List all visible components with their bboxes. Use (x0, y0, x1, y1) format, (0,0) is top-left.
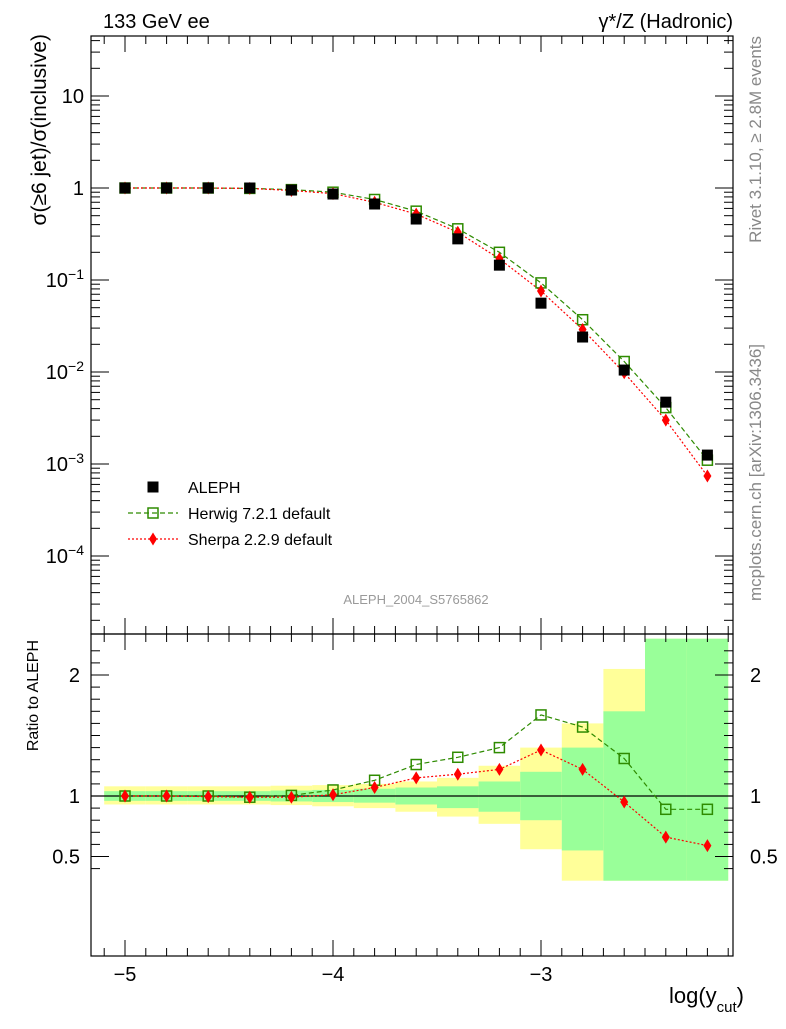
main-series-point (327, 188, 339, 200)
ratio-y-tick-label-right: 1 (750, 786, 761, 808)
ratio-y-tick-label: 0.5 (52, 847, 80, 869)
uncertainty-bands (91, 638, 733, 881)
rivet-label: Rivet 3.1.10, ≥ 2.8M events (746, 36, 765, 243)
main-series-point (410, 213, 422, 225)
ratio-series-point (329, 788, 337, 802)
main-series-point (660, 396, 672, 408)
legend-label: Sherpa 2.2.9 default (188, 532, 333, 549)
mcplots-label: mcplots.cern.ch [arXiv:1306.3436] (746, 344, 765, 601)
main-series-line (125, 187, 708, 461)
ratio-series-point (287, 790, 296, 804)
main-series-point (285, 184, 297, 196)
legend: ALEPH Herwig 7.2.1 default Sherpa 2.2.9 de… (128, 480, 333, 549)
y-tick-label: 10−4 (46, 542, 84, 568)
ratio-series-point (618, 752, 630, 765)
ratio-y-tick-label-right: 0.5 (750, 847, 778, 869)
main-series-line (125, 187, 708, 477)
header-left: 133 GeV ee (103, 11, 210, 33)
series-layer (119, 181, 714, 853)
ratio-y-tick-label: 1 (69, 786, 80, 808)
legend-label: ALEPH (188, 480, 240, 497)
ratio-series-point (162, 789, 171, 803)
x-axis-label-text: log(ycut) (669, 983, 744, 1016)
ratio-y-axis-label: Ratio to ALEPH (25, 640, 42, 751)
ratio-series-point (703, 839, 712, 853)
x-tick-label: −4 (322, 964, 345, 986)
y-tick-label: 10−2 (46, 358, 84, 384)
ratio-series-point (661, 830, 670, 844)
legend-marker (149, 532, 157, 546)
main-series-point (452, 233, 464, 245)
ratio-y-tick-label-right: 2 (750, 665, 761, 687)
x-tick-label: −5 (114, 964, 137, 986)
plot-frames (90, 35, 734, 957)
main-series-point (493, 259, 505, 271)
ratio-series-point (452, 751, 464, 764)
main-series-point (202, 182, 214, 194)
main-series-point (161, 182, 173, 194)
ratio-series-point (620, 795, 629, 809)
ratio-series-point (204, 790, 213, 804)
ratio-series-point (578, 762, 587, 776)
ratio-series-point (537, 743, 545, 757)
ratio-series-point (245, 790, 254, 804)
main-series-point (535, 297, 547, 309)
ratio-series-point (121, 789, 129, 803)
x-tick-label: −3 (530, 964, 553, 986)
axis-ticks: −5 −4 −3 10−4 10−3 10−2 10−1 1 10 0.5 0.5 1 1 2 2 (46, 36, 778, 986)
header-right: γ*/Z (Hadronic) (599, 11, 733, 33)
analysis-watermark: ALEPH_2004_S5765862 (343, 592, 488, 607)
main-y-axis-label: σ(≥6 jet)/σ(inclusive) (28, 34, 51, 225)
main-series-point (661, 413, 670, 427)
main-series-point (577, 331, 589, 343)
inner-band-bin (645, 638, 687, 881)
main-series-point (703, 469, 712, 483)
ratio-series-point (453, 767, 462, 781)
ratio-series-point (535, 709, 547, 721)
y-tick-label: 10 (62, 86, 84, 108)
ratio-series-point (576, 721, 589, 733)
ratio-series-point (410, 758, 422, 771)
ratio-series-point (493, 741, 506, 754)
y-tick-label: 10−1 (46, 266, 84, 292)
inner-band-bin (437, 786, 479, 809)
ratio-series-point (412, 771, 421, 785)
main-series-point (537, 284, 545, 298)
ratio-series-point (370, 781, 379, 795)
main-series-point (618, 364, 630, 376)
x-axis-label: log(ycut) (669, 983, 744, 1016)
inner-band-bin (478, 781, 521, 812)
legend-label: Herwig 7.2.1 default (188, 506, 331, 523)
main-series-point (244, 182, 256, 194)
ratio-series-point (495, 762, 504, 776)
main-series-point (119, 182, 131, 194)
y-tick-label: 10−3 (46, 450, 84, 476)
ratio-series-point (660, 803, 672, 816)
legend-marker (147, 507, 159, 519)
ratio-y-tick-label: 2 (69, 665, 80, 687)
ratio-series-point (701, 803, 714, 816)
y-tick-label: 1 (73, 178, 84, 200)
main-series-point (369, 198, 381, 210)
main-series-point (701, 449, 713, 461)
legend-marker (147, 481, 159, 493)
ratio-frame (90, 633, 734, 957)
